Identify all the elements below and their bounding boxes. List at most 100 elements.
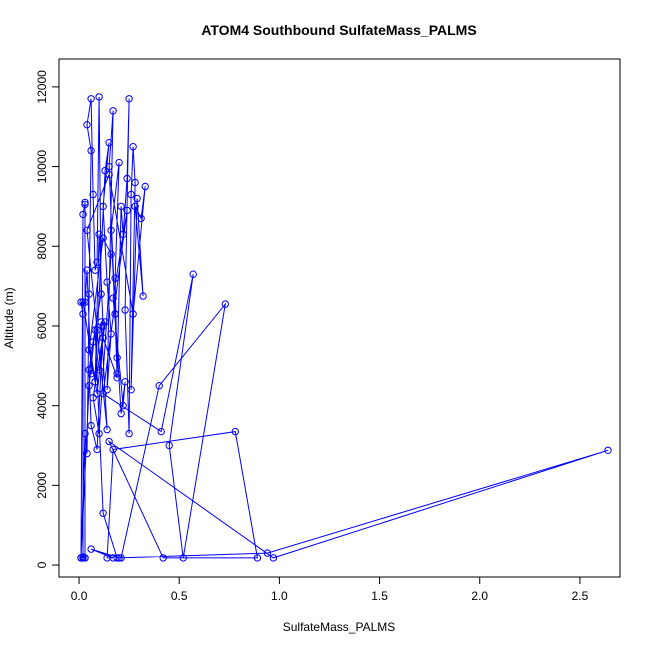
data-point	[83, 449, 91, 458]
data-point	[99, 322, 107, 330]
data-point	[129, 310, 137, 318]
data-point	[123, 206, 131, 215]
data-point	[87, 146, 95, 155]
data-point	[85, 382, 93, 390]
data-point	[113, 370, 121, 378]
data-point	[105, 162, 113, 171]
y-tick-label: 2000	[35, 472, 49, 499]
data-point	[87, 545, 95, 553]
data-point	[221, 300, 230, 308]
data-point	[85, 346, 93, 354]
x-tick-label: 1.0	[271, 589, 288, 603]
data-point	[117, 409, 125, 418]
y-tick-label: 10000	[35, 150, 49, 184]
data-point	[95, 429, 103, 438]
data-point	[133, 194, 141, 203]
data-point	[107, 250, 115, 258]
y-tick-label: 6000	[35, 312, 49, 339]
data-point	[81, 429, 89, 438]
data-point	[129, 143, 137, 151]
data-point	[103, 425, 111, 434]
data-point	[125, 429, 133, 438]
data-point	[101, 318, 109, 326]
data-point	[121, 306, 129, 314]
data-point	[97, 318, 105, 326]
data-point	[103, 278, 111, 286]
data-point	[263, 549, 272, 557]
x-tick-label: 0.0	[71, 589, 88, 603]
data-point	[269, 554, 278, 562]
data-point	[83, 226, 91, 235]
data-point	[113, 354, 121, 362]
data-point	[105, 170, 113, 179]
y-tick-label: 0	[35, 561, 49, 568]
x-axis: 0.0 0.5 1.0 1.5 2.0 2.5	[71, 576, 589, 603]
data-point	[99, 202, 107, 211]
data-point	[107, 226, 115, 235]
data-point	[141, 182, 149, 191]
data-point	[81, 298, 89, 306]
plot-frame	[58, 58, 621, 578]
data-point	[83, 266, 91, 274]
data-point	[79, 310, 87, 318]
data-point	[179, 554, 187, 562]
y-tick-label: 8000	[35, 233, 49, 260]
data-point	[123, 174, 131, 183]
data-point	[79, 298, 87, 306]
data-point	[127, 386, 135, 394]
data-point	[131, 178, 139, 187]
data-point	[89, 338, 97, 346]
data-point	[97, 290, 105, 298]
data-point	[137, 214, 145, 223]
x-tick-label: 2.0	[471, 589, 488, 603]
data-point	[91, 326, 99, 334]
data-point	[115, 158, 123, 167]
data-point	[111, 274, 119, 282]
data-point	[139, 292, 147, 300]
data-point	[93, 445, 101, 454]
data-point	[105, 437, 113, 446]
x-tick-label: 1.5	[371, 589, 388, 603]
data-point	[85, 366, 93, 374]
data-point	[89, 190, 97, 199]
data-point	[253, 554, 262, 562]
data-point	[117, 202, 125, 211]
y-axis-label: Altitude (m)	[2, 287, 16, 348]
data-point	[89, 394, 97, 402]
data-point	[79, 553, 87, 561]
y-tick-label: 4000	[35, 392, 49, 419]
data-point	[103, 554, 111, 562]
data-point	[95, 366, 103, 374]
data-point	[131, 202, 139, 211]
x-tick-label: 2.5	[572, 589, 589, 603]
data-point	[81, 198, 89, 207]
data-point	[109, 107, 117, 115]
data-point	[95, 230, 103, 239]
chart-title: ATOM4 Southbound SulfateMass_PALMS	[201, 22, 476, 38]
data-point	[159, 554, 167, 562]
data-point	[117, 554, 125, 562]
data-point	[99, 334, 107, 342]
data-point	[119, 230, 127, 239]
data-point	[99, 390, 107, 398]
data-point	[604, 446, 612, 454]
data-point	[127, 190, 135, 199]
data-point	[77, 298, 85, 306]
data-point	[113, 374, 121, 382]
data-point	[155, 382, 163, 390]
data-point	[113, 554, 121, 562]
data-point	[125, 95, 133, 103]
y-tick-label: 12000	[35, 70, 49, 104]
data-point	[91, 266, 99, 274]
data-point	[111, 310, 119, 318]
data-point	[99, 234, 107, 243]
data-point	[91, 378, 99, 386]
data-point	[189, 270, 197, 278]
data-point	[85, 290, 93, 298]
data-point	[105, 139, 113, 147]
data-point	[93, 258, 101, 266]
data-point	[87, 421, 95, 430]
x-tick-label: 0.5	[171, 589, 188, 603]
data-point	[99, 509, 107, 517]
